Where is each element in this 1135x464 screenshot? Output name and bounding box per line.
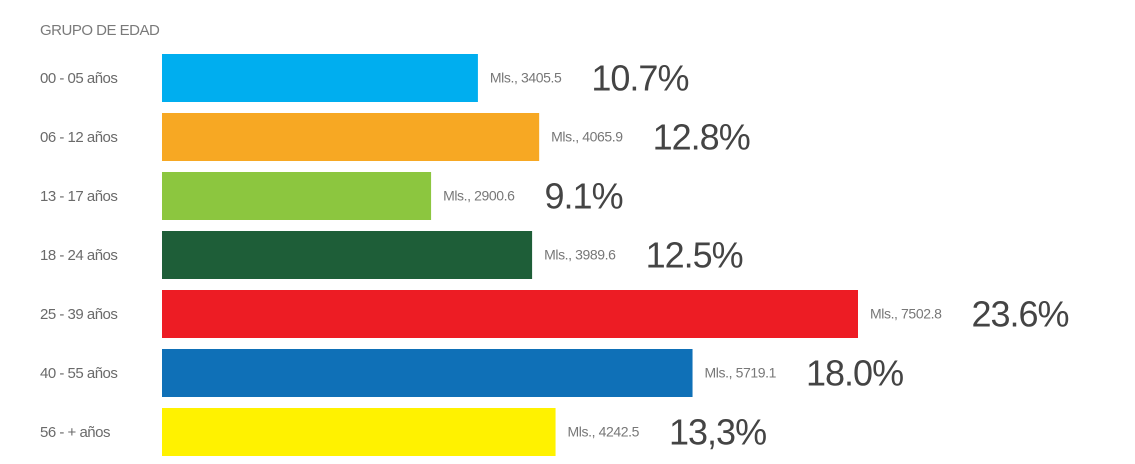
value-label: Mls., 4242.5 xyxy=(568,424,640,440)
percentage-label: 12.5% xyxy=(646,235,743,276)
category-label: 18 - 24 años xyxy=(40,247,117,264)
value-label: Mls., 5719.1 xyxy=(705,365,777,381)
percentage-label: 9.1% xyxy=(545,176,623,217)
value-label: Mls., 3989.6 xyxy=(544,247,616,263)
bar xyxy=(162,54,478,102)
bar xyxy=(162,290,858,338)
category-label: 13 - 17 años xyxy=(40,188,117,205)
category-label: 00 - 05 años xyxy=(40,70,117,87)
category-label: 06 - 12 años xyxy=(40,129,117,146)
value-label: Mls., 2900.6 xyxy=(443,188,515,204)
bar xyxy=(162,231,533,279)
percentage-label: 13,3% xyxy=(669,412,766,453)
category-label: 40 - 55 años xyxy=(40,365,117,382)
category-label: 56 - + años xyxy=(40,424,110,441)
bar xyxy=(162,408,556,456)
value-label: Mls., 4065.9 xyxy=(551,129,623,145)
category-label: 25 - 39 años xyxy=(40,306,117,323)
value-label: Mls., 7502.8 xyxy=(870,306,942,322)
percentage-label: 12.8% xyxy=(653,117,750,158)
percentage-label: 10.7% xyxy=(591,58,688,99)
bar xyxy=(162,172,432,220)
value-label: Mls., 3405.5 xyxy=(490,70,562,86)
percentage-label: 23.6% xyxy=(971,294,1068,335)
bar xyxy=(162,113,540,161)
chart-title: GRUPO DE EDAD xyxy=(40,22,160,39)
percentage-label: 18.0% xyxy=(806,353,903,394)
bar xyxy=(162,349,693,397)
